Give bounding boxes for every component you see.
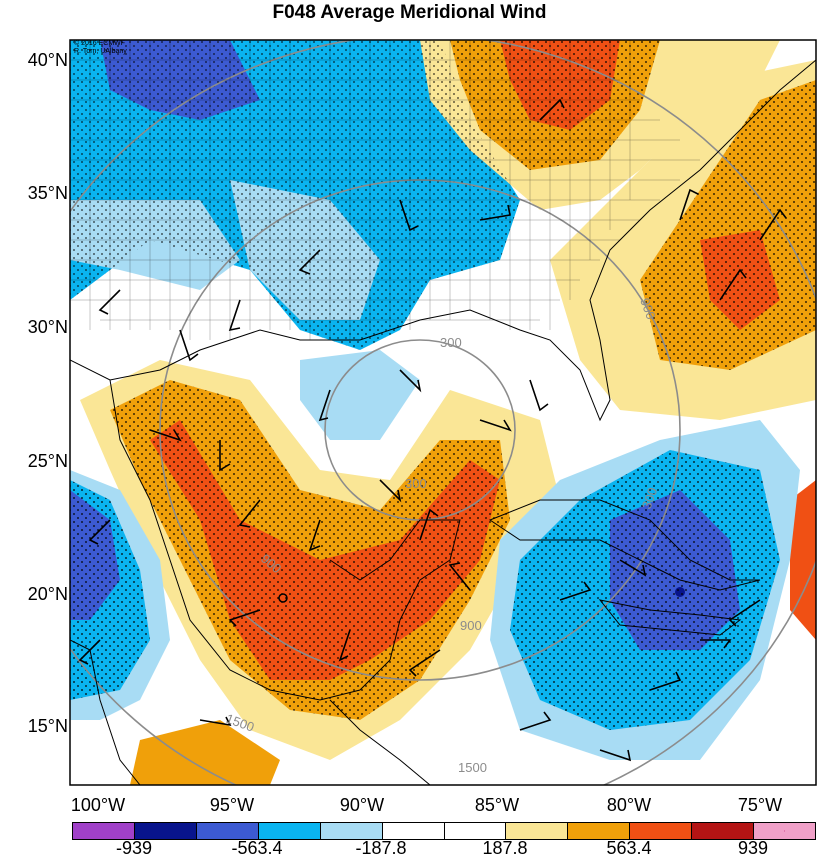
- lon-label: 100°W: [70, 795, 126, 815]
- contour-label: 300: [639, 486, 661, 512]
- lat-label: 35°N: [27, 183, 68, 203]
- stipple-northwest: [70, 40, 520, 350]
- colorbar-swatch: [382, 823, 445, 839]
- lat-label: 30°N: [27, 317, 68, 337]
- colorbar-swatch: [134, 823, 197, 839]
- lat-label: 40°N: [27, 50, 68, 70]
- colorbar-swatch: [196, 823, 259, 839]
- colorbar-swatch: [320, 823, 383, 839]
- contour-label: 900: [637, 296, 659, 322]
- lon-label: 95°W: [209, 795, 255, 815]
- contour-label: 900: [460, 618, 482, 633]
- contour-label: 300: [405, 476, 427, 491]
- county-grid: [70, 40, 700, 340]
- stipple-southeast: [510, 450, 780, 730]
- stipple-east: [640, 80, 816, 370]
- credit-box: © 2016 ECMWF R. Torn, UAlbany: [74, 40, 127, 56]
- contour-label: 1500: [458, 760, 487, 775]
- stipple-west-mexico: [70, 480, 150, 700]
- colorbar-swatch: [258, 823, 321, 839]
- colorbar: [72, 822, 816, 840]
- colorbar-swatch: [568, 823, 631, 839]
- credit-line: R. Torn, UAlbany: [74, 48, 127, 55]
- colorbar-swatch: [73, 823, 135, 839]
- colorbar-swatch: [754, 823, 816, 839]
- map-frame: [69, 39, 817, 786]
- colorbar-label: -563.4: [231, 838, 283, 858]
- storm-center-marker: [278, 593, 288, 603]
- colorbar-label: -187.8: [355, 838, 407, 858]
- colorbar-label: 939: [737, 838, 769, 858]
- colorbar-swatch: [630, 823, 693, 839]
- colorbar-swatch: [506, 823, 569, 839]
- map-title: F048 Average Meridional Wind: [272, 2, 547, 23]
- lat-label: 25°N: [27, 451, 68, 471]
- lat-label: 20°N: [27, 584, 68, 604]
- wind-barbs: [78, 98, 787, 762]
- colorbar-label: 563.4: [606, 838, 652, 858]
- contour-label: 300: [440, 335, 462, 350]
- lat-label: 15°N: [27, 716, 68, 736]
- shaded-field: [70, 40, 816, 785]
- negative-light-gulf: [300, 350, 420, 440]
- positive-far-east: [790, 480, 816, 640]
- colorbar-swatch: [692, 823, 755, 839]
- colorbar-label: 187.8: [482, 838, 528, 858]
- credit-line: © 2016 ECMWF: [74, 40, 126, 47]
- lon-label: 80°W: [606, 795, 652, 815]
- lon-label: 85°W: [474, 795, 520, 815]
- colorbar-swatch: [444, 823, 507, 839]
- lon-label: 75°W: [737, 795, 783, 815]
- positive-southwest: [130, 720, 280, 785]
- colorbar-label: -939: [115, 838, 153, 858]
- lon-label: 90°W: [339, 795, 385, 815]
